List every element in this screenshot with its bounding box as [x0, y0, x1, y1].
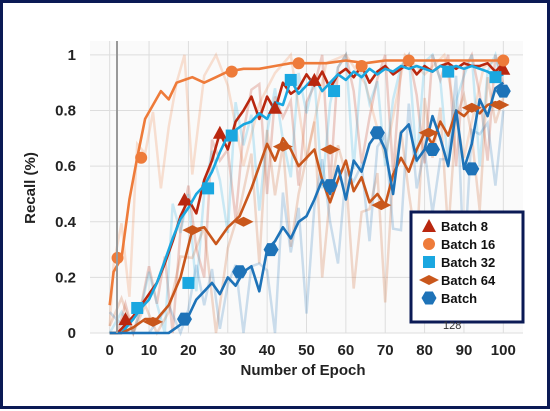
y-tick-label: 0 [68, 325, 76, 342]
legend-label-batch-16: Batch 16 [441, 237, 495, 252]
marker-batch-128 [425, 143, 440, 156]
marker-batch-32 [442, 65, 455, 78]
marker-batch-128 [464, 162, 480, 176]
y-tick-label: 0.6 [55, 158, 76, 175]
legend-label-batch-32: Batch 32 [441, 255, 495, 270]
x-tick-label: 50 [298, 342, 315, 359]
x-tick-label: 60 [338, 342, 355, 359]
marker-batch-8 [118, 312, 133, 326]
x-tick-label: 90 [456, 342, 473, 359]
marker-batch-8 [212, 125, 227, 139]
marker-batch-128 [495, 84, 511, 98]
marker-batch-64 [272, 141, 293, 152]
marker-batch-64 [233, 216, 254, 227]
marker-batch-128 [263, 243, 279, 257]
marker-batch-8 [307, 72, 322, 86]
marker-batch-32 [328, 85, 341, 98]
marker-batch-64 [320, 144, 341, 155]
legend-marker-batch-64 [419, 275, 439, 285]
marker-batch-16 [225, 65, 238, 78]
trace-batch-8 [109, 51, 505, 338]
marker-batch-32 [202, 182, 215, 195]
marker-batch-8 [177, 192, 192, 206]
legend-overflow-text: 128 [443, 320, 461, 332]
x-tick-label: 70 [377, 342, 394, 359]
legend-label-batch-128: Batch [441, 291, 477, 306]
marker-batch-16 [497, 54, 510, 67]
y-axis-label: Recall (%) [22, 152, 39, 224]
legend-marker-batch-8 [422, 219, 436, 232]
x-tick-label: 0 [106, 342, 114, 359]
y-tick-label: 0.4 [55, 214, 77, 231]
y-tick-label: 1 [68, 47, 76, 64]
marker-batch-128 [369, 126, 385, 140]
marker-batch-64 [182, 225, 203, 236]
marker-batch-32 [489, 71, 502, 84]
x-tick-label: 100 [491, 342, 516, 359]
legend: Batch 8 Batch 16 Batch 32 Batch 64 Batch 128 [409, 210, 525, 332]
legend-label-batch-64: Batch 64 [441, 273, 496, 288]
x-tick-label: 30 [219, 342, 236, 359]
marker-batch-128 [177, 312, 192, 326]
x-tick-label: 40 [259, 342, 276, 359]
x-tick-label: 80 [416, 342, 433, 359]
marker-batch-128 [322, 179, 338, 193]
marker-batch-8 [268, 100, 283, 114]
marker-batch-32 [131, 301, 144, 314]
marker-batch-128 [232, 265, 248, 279]
recall-chart: 0 10 20 30 40 50 60 70 80 90 100 0 0.2 0.4 0.6 0.8 1 Nu… [22, 41, 525, 379]
marker-batch-16 [402, 54, 415, 67]
marker-batch-16 [135, 151, 148, 164]
y-tick-label: 0.2 [55, 269, 76, 286]
legend-marker-batch-128 [421, 291, 437, 305]
marker-batch-64 [142, 316, 163, 327]
marker-batch-32 [182, 276, 195, 289]
x-tick-label: 20 [180, 342, 197, 359]
x-tick-label: 10 [141, 342, 158, 359]
y-tick-labels: 0 0.2 0.4 0.6 0.8 1 [55, 47, 77, 342]
marker-batch-64 [489, 99, 510, 110]
trace-batch-32 [108, 50, 505, 337]
marker-batch-32 [225, 129, 238, 142]
x-axis-label: Number of Epoch [240, 362, 365, 379]
marker-batch-16 [355, 60, 368, 73]
marker-batch-32 [284, 73, 297, 86]
legend-marker-batch-16 [423, 238, 435, 250]
legend-label-batch-8: Batch 8 [441, 219, 488, 234]
marker-batch-64 [371, 200, 392, 211]
marker-batch-64 [461, 102, 482, 113]
legend-marker-batch-32 [423, 256, 435, 268]
series-markers [111, 54, 511, 327]
marker-batch-16 [292, 57, 305, 70]
x-tick-labels: 0 10 20 30 40 50 60 70 80 90 100 [106, 342, 516, 359]
y-tick-label: 0.8 [55, 103, 76, 120]
